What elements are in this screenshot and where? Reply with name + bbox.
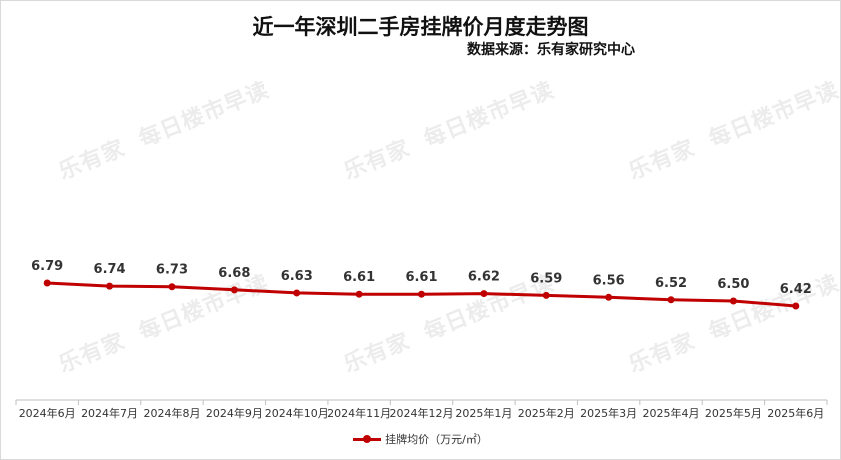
data-point <box>792 302 800 310</box>
data-label: 6.79 <box>31 259 63 274</box>
legend-label: 挂牌均价（万元/㎡） <box>385 433 488 446</box>
data-label: 6.59 <box>530 271 562 286</box>
data-point <box>418 290 425 298</box>
data-point <box>293 289 301 297</box>
data-point <box>605 293 613 301</box>
data-label: 6.62 <box>468 270 500 285</box>
data-label: 6.63 <box>281 269 313 284</box>
data-label: 6.68 <box>218 266 250 281</box>
x-tick-label: 2025年1月 <box>455 406 512 420</box>
chart-subtitle: 数据来源：乐有家研究中心 <box>467 42 635 58</box>
x-tick-label: 2024年10月 <box>265 406 329 420</box>
x-tick-label: 2025年4月 <box>643 406 700 420</box>
data-label: 6.74 <box>94 262 126 277</box>
x-tick-label: 2025年5月 <box>705 406 762 420</box>
data-point <box>43 279 51 287</box>
data-point <box>106 282 114 290</box>
legend-marker-sample <box>363 435 372 443</box>
chart-title: 近一年深圳二手房挂牌价月度走势图 <box>252 15 589 39</box>
x-tick-label: 2024年7月 <box>81 406 138 420</box>
data-point <box>355 290 363 298</box>
x-tick-label: 2024年9月 <box>206 406 263 420</box>
legend-swatch <box>353 433 382 445</box>
data-point <box>168 283 176 291</box>
data-point <box>729 297 737 305</box>
x-tick-label: 2025年3月 <box>580 406 637 420</box>
line-chart: 2024年6月 2024年7月 2024年8月 2024年9月 2024年10月2024… <box>15 259 828 420</box>
x-tick-label: 2024年12月 <box>390 406 454 420</box>
x-tick-label: 2025年2月 <box>518 406 575 420</box>
data-label: 6.61 <box>405 270 437 285</box>
legend: 挂牌均价（万元/㎡） <box>1 431 840 447</box>
x-tick-label: 2024年8月 <box>143 406 200 420</box>
data-point <box>542 291 550 299</box>
data-point <box>230 286 238 294</box>
data-label: 6.52 <box>655 276 687 291</box>
data-label: 6.42 <box>780 282 812 297</box>
x-tick-label: 2024年11月 <box>327 406 391 420</box>
x-tick-label: 2025年6月 <box>767 406 824 420</box>
data-point <box>480 290 488 298</box>
data-label: 6.56 <box>593 273 625 288</box>
x-tick-label: 2024年6月 <box>19 406 76 420</box>
data-label: 6.50 <box>717 277 749 292</box>
data-label: 6.73 <box>156 263 188 278</box>
data-label: 6.61 <box>343 270 375 285</box>
data-point <box>667 296 675 304</box>
